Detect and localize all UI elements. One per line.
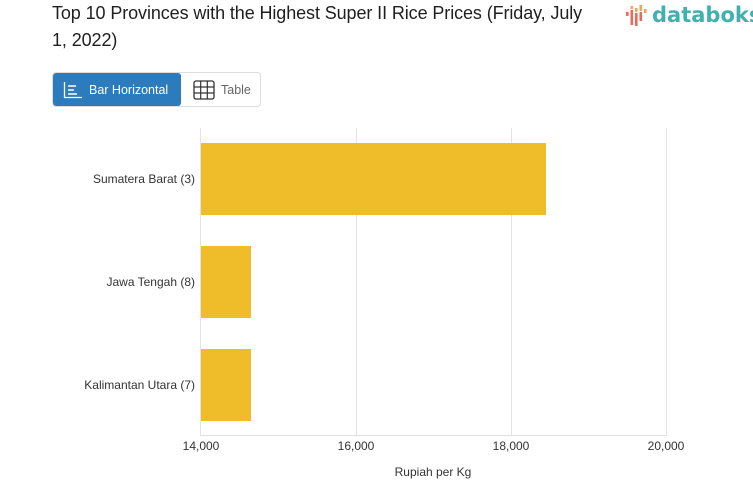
gridline-18000 [511,128,512,435]
bar-horizontal-button[interactable]: Bar Horizontal [53,73,181,106]
databoks-logo[interactable]: databoks [625,2,753,28]
table-label: Table [221,82,251,97]
x-axis-line [200,435,667,436]
table-grid-icon [193,79,215,100]
gridline-20000 [666,128,667,435]
table-button[interactable]: Table [181,73,260,106]
x-tick-18000: 18,000 [492,439,530,453]
bar-kalimantan-utara[interactable] [201,349,251,421]
x-tick-20000: 20,000 [647,439,685,453]
logo-text: databoks [652,3,753,27]
y-label-kalimantan-utara: Kalimantan Utara (7) [84,378,195,392]
gridline-16000 [356,128,357,435]
chart-title: Top 10 Provinces with the Highest Super … [52,3,583,50]
bar-horizontal-icon [63,81,83,99]
x-tick-16000: 16,000 [337,439,375,453]
bar-sumatera-barat[interactable] [201,143,546,215]
gridline-14000 [200,128,201,435]
bar-jawa-tengah[interactable] [201,246,251,318]
databoks-bars-icon [626,5,647,26]
bar-horizontal-label: Bar Horizontal [89,82,169,97]
view-toggle: Bar Horizontal Table [52,72,261,107]
y-label-sumatera-barat: Sumatera Barat (3) [92,172,195,186]
x-tick-14000: 14,000 [182,439,220,453]
y-label-jawa-tengah: Jawa Tengah (8) [106,275,196,289]
x-axis-title: Rupiah per Kg [394,465,472,479]
